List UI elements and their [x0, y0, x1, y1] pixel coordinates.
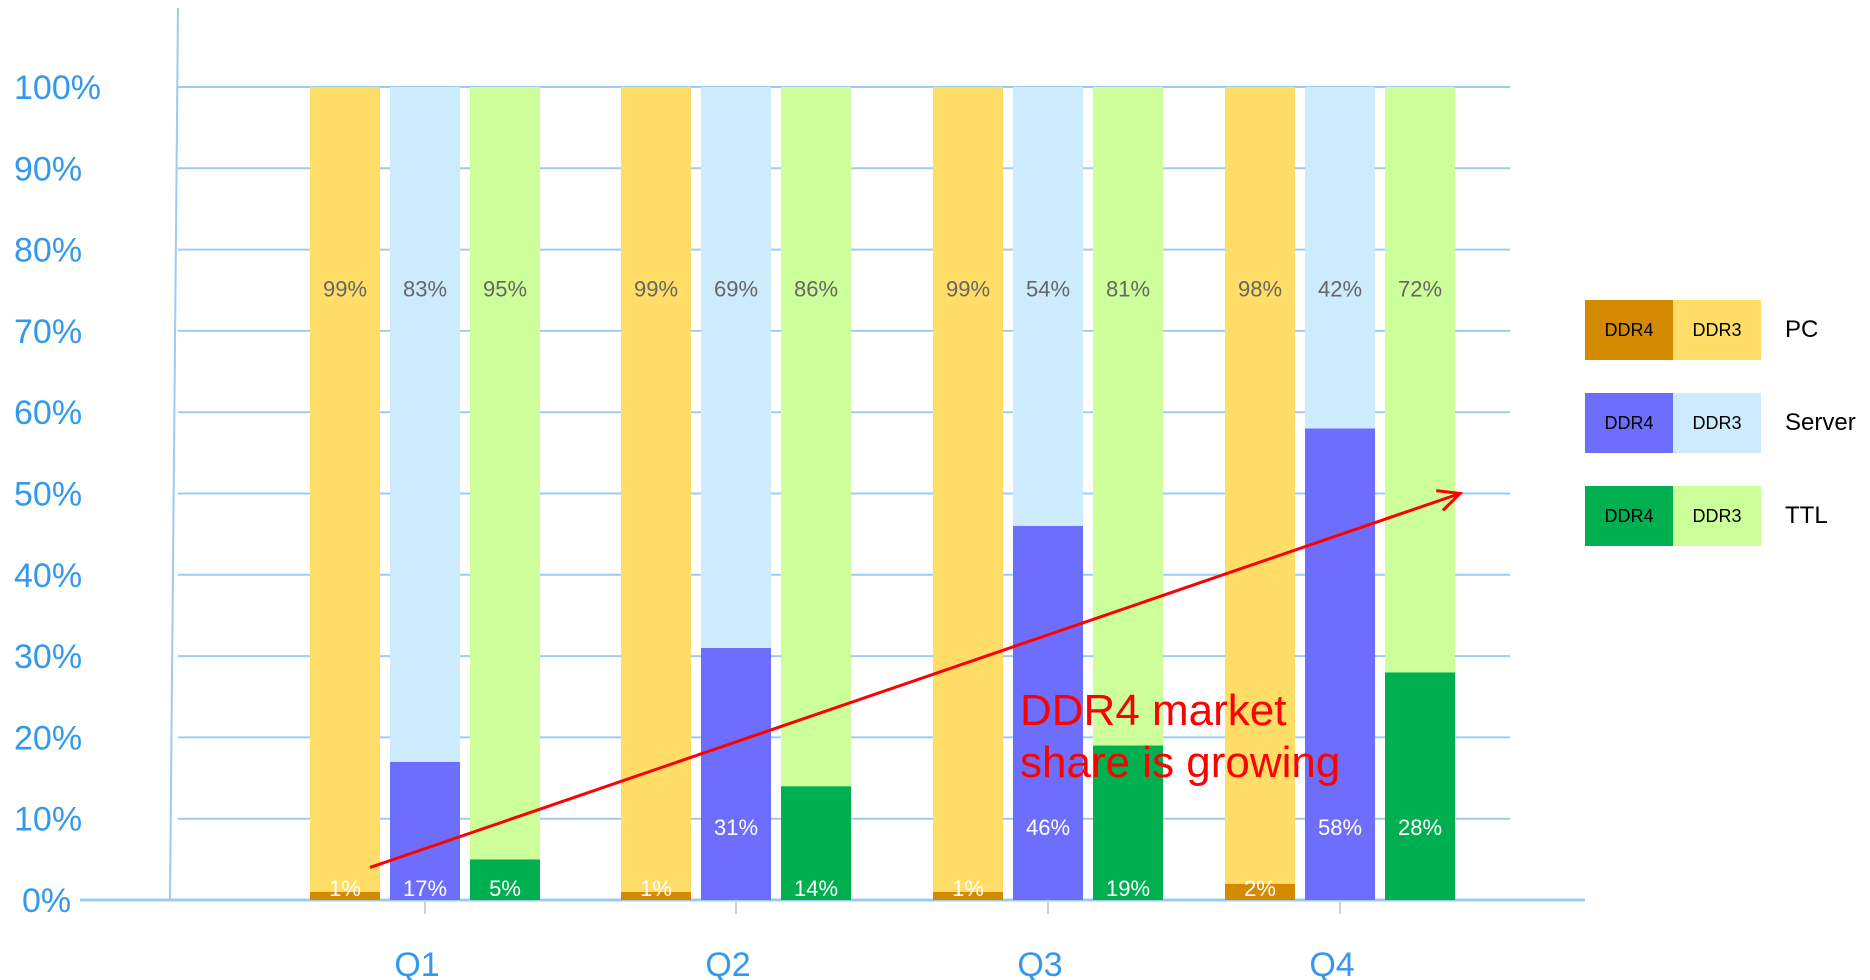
bar-segment — [1093, 745, 1163, 900]
bar-value-label: 86% — [794, 276, 838, 301]
bar-value-label: 46% — [1026, 815, 1070, 840]
bar-segment — [1305, 87, 1375, 429]
annotation-line-1: DDR4 market — [1020, 686, 1287, 735]
trend-arrow — [369, 489, 1464, 869]
bar-value-label: 17% — [403, 876, 447, 901]
y-tick-label: 90% — [14, 150, 82, 188]
y-tick-label: 0% — [22, 882, 71, 920]
bar-segment — [470, 859, 540, 900]
y-tick-label: 50% — [14, 476, 82, 514]
x-tick-label: Q1 — [394, 946, 439, 980]
bar-segment — [310, 891, 380, 900]
bar-value-label: 5% — [489, 876, 521, 901]
x-tick-label: Q4 — [1309, 946, 1354, 980]
legend-swatch-ddr3: DDR3 — [1673, 486, 1761, 546]
bar-segment — [1305, 428, 1375, 900]
legend-label: Server — [1785, 409, 1856, 436]
y-tick-label: 40% — [14, 557, 82, 595]
legend-swatch-ddr4: DDR4 — [1585, 486, 1673, 546]
bar-segment — [470, 87, 540, 860]
legend-row-server: DDR4 DDR3 Server — [1585, 393, 1865, 453]
bar-segment — [1385, 672, 1455, 900]
bar-value-label: 1% — [952, 876, 984, 901]
bar-value-label: 28% — [1398, 815, 1442, 840]
bar-segment — [621, 87, 691, 892]
bar-value-label: 31% — [714, 815, 758, 840]
bar-segment — [701, 647, 771, 900]
bar-value-label: 1% — [329, 876, 361, 901]
tick-labels: 0% 10% 20% 30% 40% 50% 60% 70% 80% 90% 100% Q1 Q2 Q3 Q… — [14, 69, 1355, 980]
bar-segment — [701, 87, 771, 648]
bar-value-label: 99% — [323, 276, 367, 301]
bar-value-label: 1% — [640, 876, 672, 901]
bar-value-label: 98% — [1238, 276, 1282, 301]
y-tick-label: 70% — [14, 313, 82, 351]
bar-segment — [1093, 87, 1163, 746]
bar-segment — [1013, 526, 1083, 900]
bar-value-label: 81% — [1106, 276, 1150, 301]
bar-segment — [621, 891, 691, 900]
legend-label: PC — [1785, 316, 1819, 343]
bar-labels: 1% 99% 1% 99% 1% 99% 2% 98% 17% 83% 31% 69% 46% 54% 58… — [323, 276, 1442, 901]
annotation-line-2: share is growing — [1020, 738, 1341, 787]
bar-segment — [781, 87, 851, 787]
bar-segment — [390, 761, 460, 900]
bar-segment — [933, 87, 1003, 892]
bar-segment — [1385, 87, 1455, 673]
legend-swatch-ddr4: DDR4 — [1585, 393, 1673, 453]
bar-segment — [933, 891, 1003, 900]
y-tick-label: 60% — [14, 394, 82, 432]
y-tick-label: 10% — [14, 801, 82, 839]
bar-value-label: 95% — [483, 276, 527, 301]
bar-value-label: 99% — [634, 276, 678, 301]
bar-segment — [1013, 87, 1083, 527]
bar-value-label: 83% — [403, 276, 447, 301]
bar-segment — [1225, 87, 1295, 884]
bar-value-label: 99% — [946, 276, 990, 301]
x-tick-label: Q2 — [705, 946, 750, 980]
y-tick-label: 80% — [14, 232, 82, 270]
bar-value-label: 58% — [1318, 815, 1362, 840]
y-tick-label: 20% — [14, 719, 82, 757]
trend-annotation: DDR4 market share is growing — [1020, 685, 1380, 789]
bar-value-label: 54% — [1026, 276, 1070, 301]
bar-segment — [1225, 883, 1295, 900]
x-tick-label: Q3 — [1017, 946, 1062, 980]
trend-arrow-line — [369, 492, 1461, 869]
legend-swatch-ddr4: DDR4 — [1585, 300, 1673, 360]
legend-row-ttl: DDR4 DDR3 TTL — [1585, 486, 1865, 546]
bars — [310, 87, 1455, 900]
legend-label: TTL — [1785, 502, 1828, 529]
bar-segment — [781, 786, 851, 900]
legend-swatch-ddr3: DDR3 — [1673, 300, 1761, 360]
bar-segment — [310, 87, 380, 892]
trend-arrow-head — [1435, 489, 1464, 512]
y-axis-line — [169, 7, 179, 901]
y-tick-label: 100% — [14, 69, 101, 107]
y-tick-label: 30% — [14, 638, 82, 676]
bar-value-label: 72% — [1398, 276, 1442, 301]
legend: DDR4 DDR3 PC DDR4 DDR3 Server DDR4 DDR3 … — [1585, 300, 1865, 579]
legend-row-pc: DDR4 DDR3 PC — [1585, 300, 1865, 360]
bar-segment — [390, 87, 460, 762]
bar-value-label: 19% — [1106, 876, 1150, 901]
legend-swatch-ddr3: DDR3 — [1673, 393, 1761, 453]
bar-value-label: 2% — [1244, 876, 1276, 901]
bar-value-label: 69% — [714, 276, 758, 301]
bar-value-label: 42% — [1318, 276, 1362, 301]
bar-value-label: 14% — [794, 876, 838, 901]
